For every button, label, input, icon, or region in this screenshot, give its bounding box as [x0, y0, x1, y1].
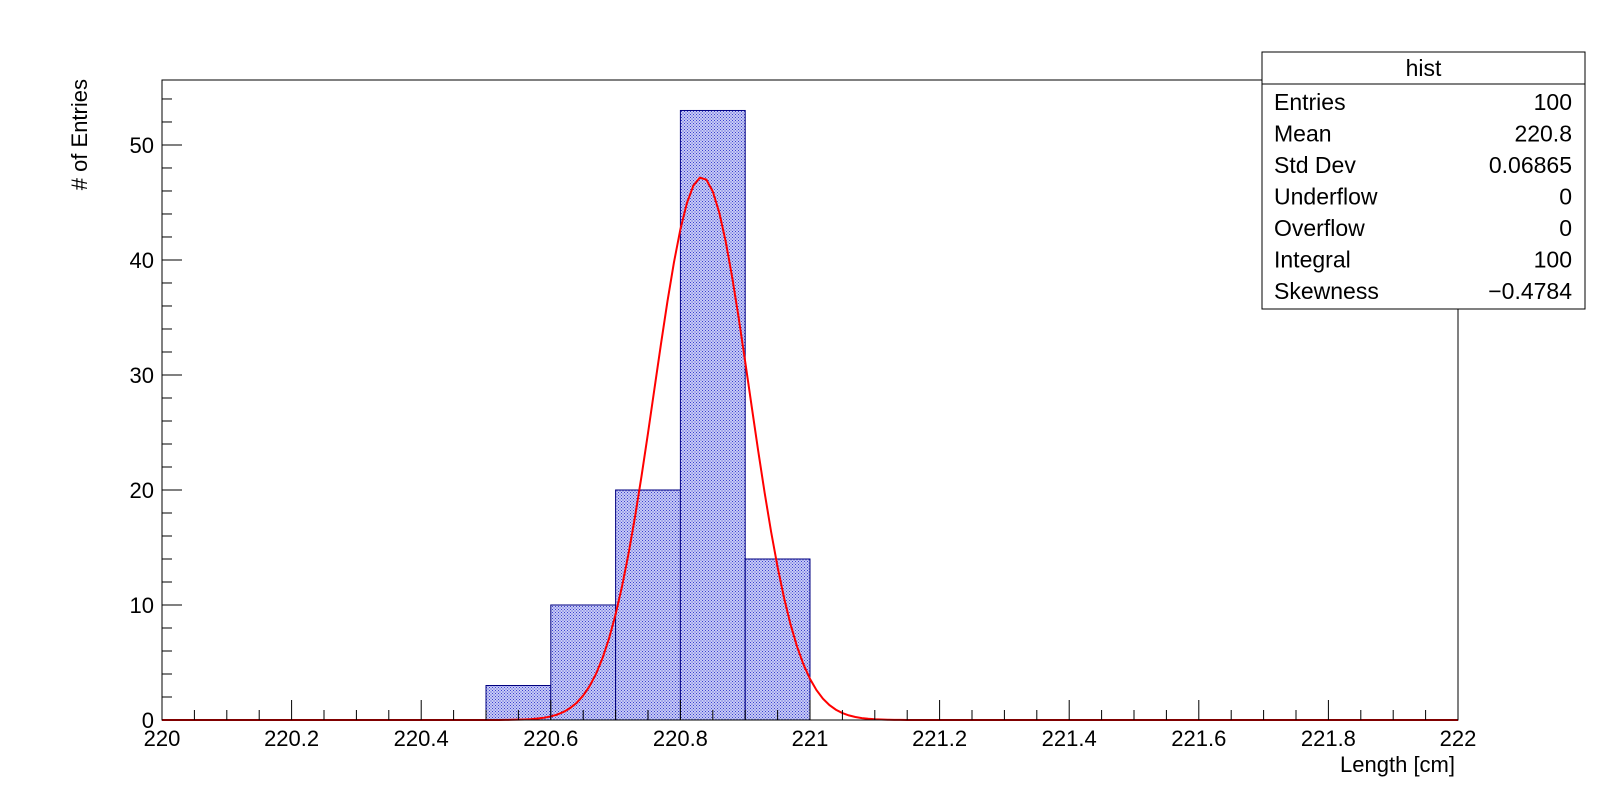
stats-label: Entries [1274, 89, 1346, 115]
stats-box-frame [1261, 51, 1586, 310]
x-tick-label: 221.8 [1301, 726, 1356, 751]
y-tick-label: 30 [130, 363, 154, 388]
x-tick-label: 220.4 [394, 726, 449, 751]
stats-label: Overflow [1274, 215, 1365, 241]
stats-value: 220.8 [1514, 121, 1572, 147]
stats-value: 100 [1534, 247, 1572, 273]
y-axis-label: # of Entries [67, 79, 92, 190]
stats-value: 0.06865 [1489, 152, 1572, 178]
stats-value: 0 [1559, 215, 1572, 241]
y-tick-label: 20 [130, 478, 154, 503]
stats-value: −0.4784 [1488, 278, 1572, 304]
stats-label: Mean [1274, 121, 1332, 147]
x-tick-label: 220 [144, 726, 181, 751]
x-tick-label: 221.2 [912, 726, 967, 751]
histogram-bars [485, 109, 811, 721]
stats-rows: Entries 100 Mean 220.8 Std Dev 0.06865 Underfl… [1274, 89, 1572, 304]
stats-label: Std Dev [1274, 152, 1356, 178]
x-tick-label: 221.4 [1042, 726, 1097, 751]
x-tick-label: 220.2 [264, 726, 319, 751]
x-tick-label: 220.6 [523, 726, 578, 751]
histogram-bar-4 [744, 558, 811, 721]
x-tick-label: 221.6 [1171, 726, 1226, 751]
x-tick-label: 222 [1440, 726, 1477, 751]
stats-value: 0 [1559, 184, 1572, 210]
y-tick-label: 50 [130, 133, 154, 158]
stats-box: hist Entries 100 Mean 220.8 Std Dev 0.06865 Un… [1261, 51, 1586, 310]
x-tick-label: 221 [792, 726, 829, 751]
histogram-bar-2 [615, 489, 681, 721]
stats-box-title: hist [1406, 55, 1442, 81]
stats-label: Underflow [1274, 184, 1378, 210]
histogram-bar-1 [550, 604, 617, 721]
y-tick-label: 10 [130, 593, 154, 618]
x-tick-label: 220.8 [653, 726, 708, 751]
x-axis-label: Length [cm] [1340, 752, 1455, 777]
stats-label: Integral [1274, 247, 1351, 273]
y-tick-label: 0 [142, 708, 154, 733]
stats-label: Skewness [1274, 278, 1379, 304]
histogram-bar-3 [679, 109, 746, 721]
stats-value: 100 [1534, 89, 1572, 115]
x-axis-ticks: 220 220.2 220.4 220.6 220.8 221 221.2 221.4 221.… [144, 700, 1477, 751]
y-axis-ticks: 0 10 20 30 40 50 [130, 98, 182, 733]
y-tick-label: 40 [130, 248, 154, 273]
